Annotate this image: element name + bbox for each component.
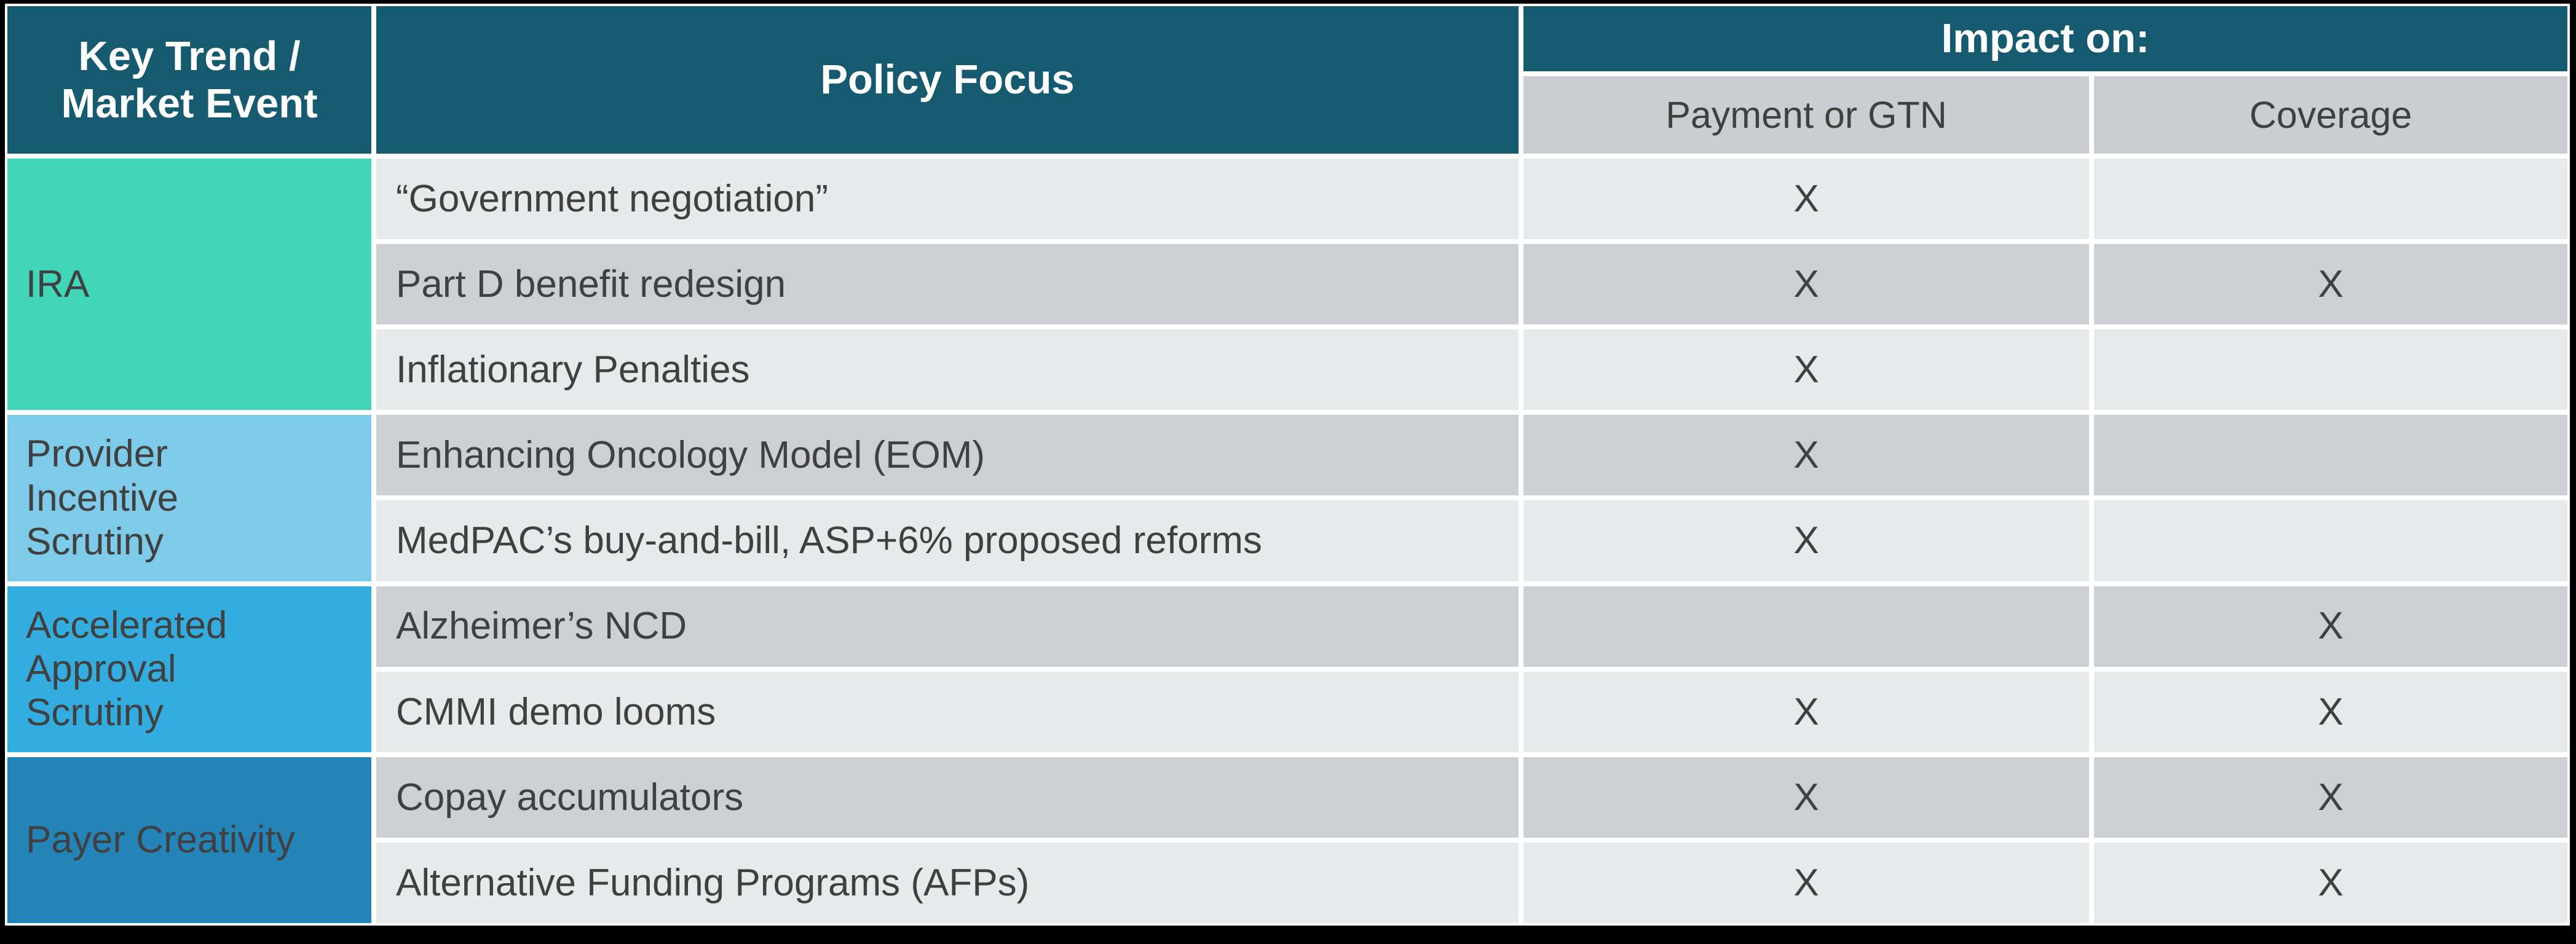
policy-cell: Part D benefit redesign [376,244,1519,325]
subheader-payment-gtn: Payment or GTN [1523,76,2089,154]
payment-mark: X [1523,415,2089,496]
policy-cell: “Government negotiation” [376,159,1519,240]
subheader-coverage: Coverage [2094,76,2567,154]
coverage-mark [2094,500,2567,581]
payment-mark: X [1523,757,2089,838]
coverage-mark: X [2094,842,2567,923]
header-key-trend: Key Trend / Market Event [7,6,371,154]
payment-mark: X [1523,500,2089,581]
coverage-mark: X [2094,671,2567,752]
policy-cell: Alternative Funding Programs (AFPs) [376,842,1519,923]
group-accelerated-approval-scrutiny: Accelerated Approval Scrutiny [7,586,371,752]
payment-mark: X [1523,244,2089,325]
header-policy-focus: Policy Focus [376,6,1519,154]
group-ira: IRA [7,159,371,411]
policy-cell: Copay accumulators [376,757,1519,838]
policy-cell: Enhancing Oncology Model (EOM) [376,415,1519,496]
group-provider-incentive-scrutiny: Provider Incentive Scrutiny [7,415,371,581]
policy-cell: MedPAC’s buy-and-bill, ASP+6% proposed r… [376,500,1519,581]
coverage-mark: X [2094,244,2567,325]
coverage-mark [2094,159,2567,240]
policy-cell: Inflationary Penalties [376,329,1519,411]
payment-mark: X [1523,671,2089,752]
payment-mark [1523,586,2089,667]
coverage-mark: X [2094,586,2567,667]
payment-mark: X [1523,329,2089,411]
coverage-mark [2094,415,2567,496]
payment-mark: X [1523,842,2089,923]
coverage-mark [2094,329,2567,411]
group-payer-creativity: Payer Creativity [7,757,371,923]
impact-table: Key Trend / Market Event Policy Focus Im… [5,4,2570,926]
payment-mark: X [1523,159,2089,240]
policy-cell: Alzheimer’s NCD [376,586,1519,667]
coverage-mark: X [2094,757,2567,838]
policy-cell: CMMI demo looms [376,671,1519,752]
header-impact-on: Impact on: [1523,6,2567,71]
